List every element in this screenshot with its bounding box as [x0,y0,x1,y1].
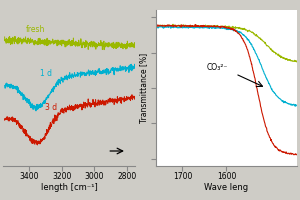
Text: 3 d: 3 d [45,104,58,112]
X-axis label: length [cm⁻¹]: length [cm⁻¹] [40,183,98,192]
Text: fresh: fresh [26,25,45,34]
Text: CO₃²⁻: CO₃²⁻ [207,63,228,72]
X-axis label: Wave leng: Wave leng [204,183,249,192]
Text: 1 d: 1 d [40,69,52,78]
Y-axis label: Transmittance [%]: Transmittance [%] [140,53,148,123]
